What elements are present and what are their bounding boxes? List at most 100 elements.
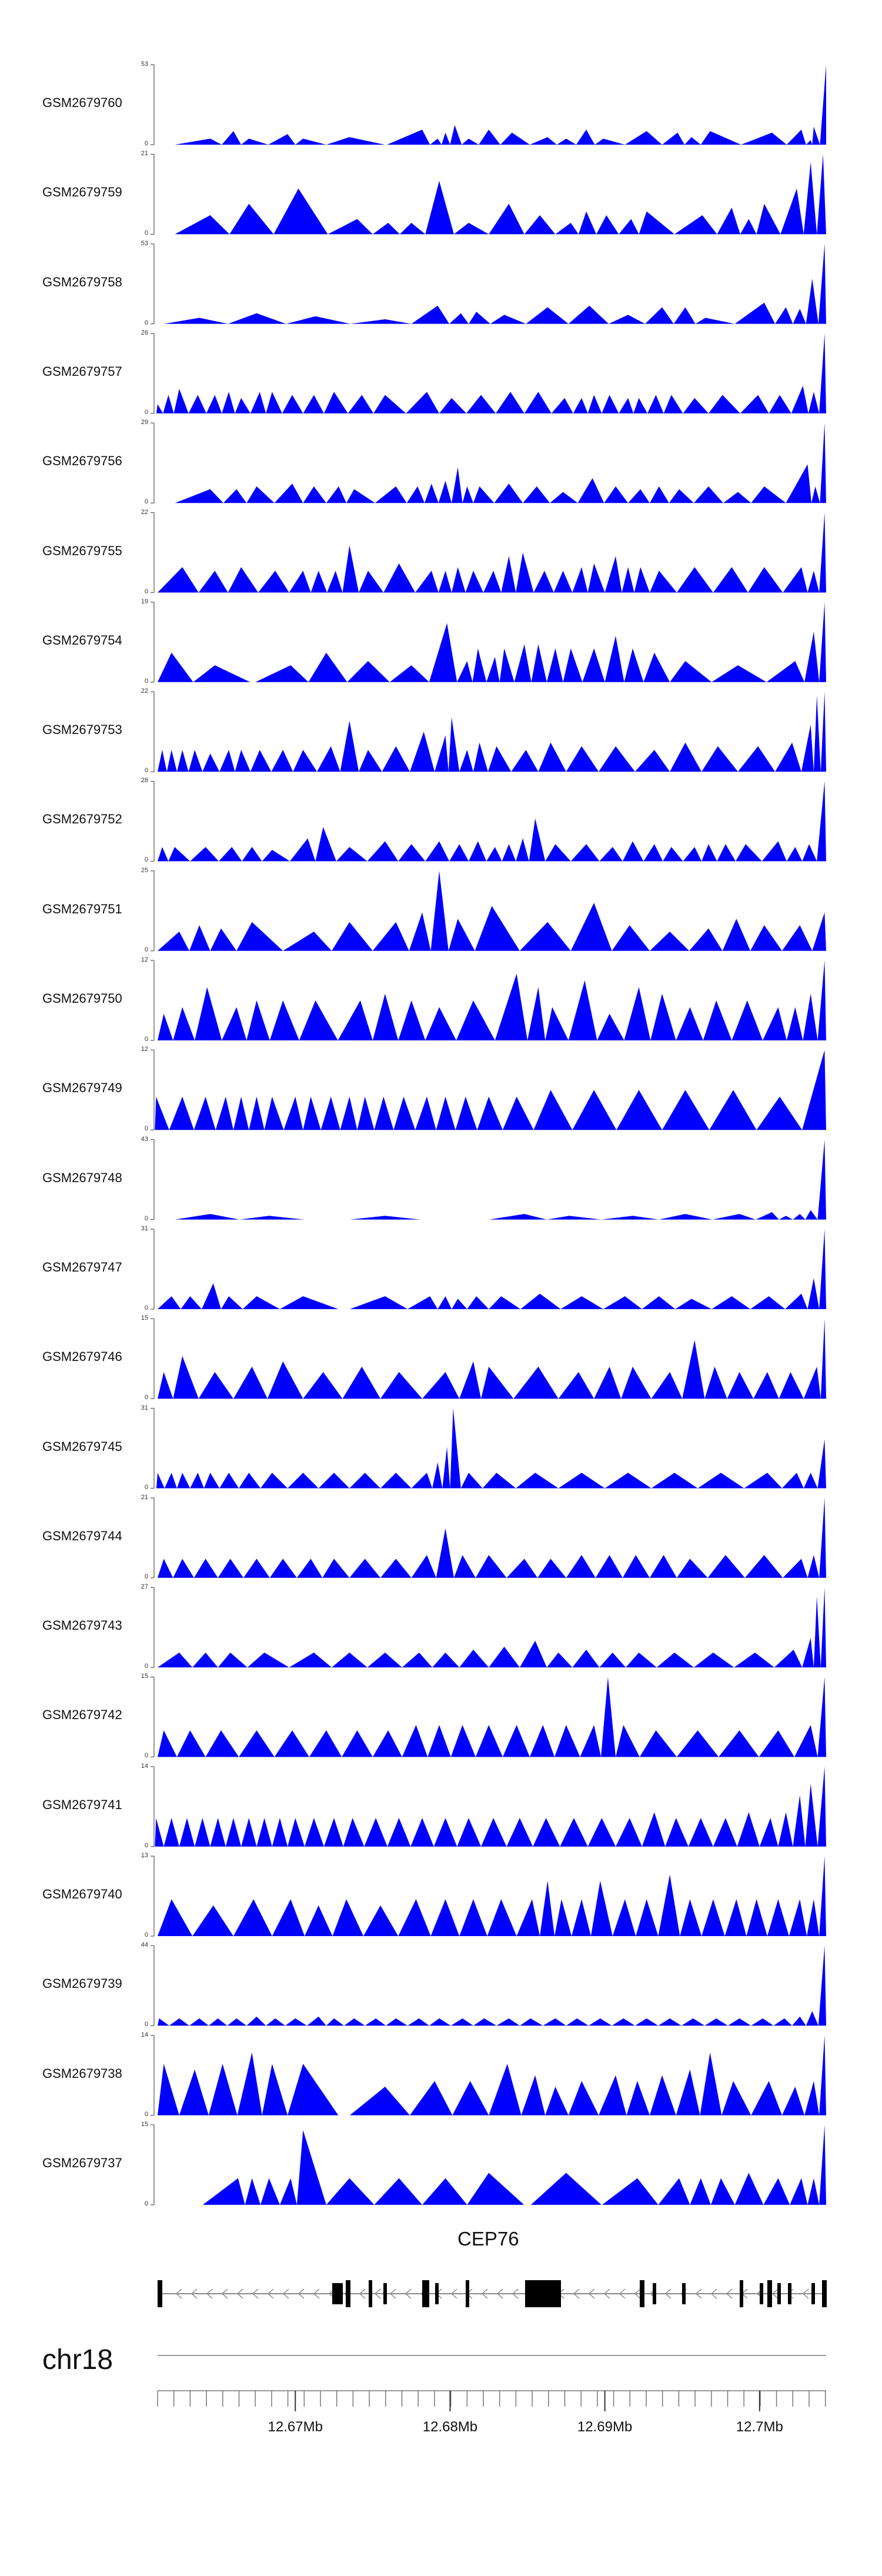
coverage-peak [727,2018,751,2026]
track-label: GSM2679754 [42,632,122,648]
y-zero-label: 0 [144,1125,148,1133]
y-zero-label: 0 [144,1394,148,1402]
track-label: GSM2679742 [42,1707,122,1723]
coverage-peak [425,181,455,235]
coverage-peak [340,1096,358,1130]
coverage-peak [173,389,189,413]
coverage-peak [398,1000,426,1040]
coverage-peak [712,1214,756,1220]
coverage-peak [709,1090,757,1130]
coverage-peak [158,652,193,682]
coverage-peak [807,570,820,593]
coverage-peak [175,1214,240,1220]
track-label: GSM2679753 [42,722,122,738]
y-max-label: 53 [141,239,148,247]
y-max-label: 19 [141,598,148,605]
coverage-peak [386,2018,408,2026]
y-max-label: 44 [141,1941,148,1949]
coverage-peak [323,392,348,413]
coverage-peak [560,1818,588,1847]
coverage-peak [502,844,516,862]
y-zero-label: 0 [144,677,148,685]
y-zero-label: 0 [144,229,148,237]
coverage-peak [526,307,569,324]
coverage-peak [459,1361,482,1399]
coverage-peak [759,1730,795,1757]
coverage-peak [634,750,670,772]
coverage-peak [326,2018,345,2026]
coverage-peak [293,750,318,772]
coverage-peak [158,2064,179,2115]
coverage-peak [572,1090,617,1130]
coverage-peak [372,993,399,1040]
coverage-peak [241,1818,257,1847]
y-zero-label: 0 [144,946,148,953]
exon [740,2280,743,2307]
coverage-peak [289,570,311,593]
coverage-peak [393,1096,416,1130]
coverage-peak [793,1214,806,1220]
track-label: GSM2679757 [42,363,122,379]
coverage-peak [387,1818,411,1847]
coverage-peak [158,1559,173,1578]
coverage-peak [744,1554,783,1578]
coverage-peak [455,1096,477,1130]
coverage-peak [521,2075,546,2115]
coverage-peak [462,138,479,145]
coverage-peak [801,724,814,772]
y-max-label: 14 [141,2031,148,2038]
coverage-peak [759,1818,779,1847]
coverage-peak [643,652,670,682]
coverage-peak [387,129,430,145]
coverage-peak [808,392,820,413]
strand-arrow [221,2288,228,2299]
coverage-peak [753,1372,779,1399]
coverage-peak [342,1730,373,1757]
coverage-peak [320,1096,340,1130]
coverage-peak [256,1818,272,1847]
y-max-label: 15 [141,2120,148,2128]
coverage-peak [621,1366,652,1399]
coverage-peak [819,2124,826,2205]
coverage-peak [179,2069,209,2115]
coverage-peak [658,2178,690,2205]
coverage-peak [349,1559,380,1578]
coverage-peak [803,1473,818,1489]
coverage-peak [516,1899,540,1936]
coverage-peak [781,925,813,951]
y-max-label: 27 [141,1583,148,1591]
coverage-peak [697,1473,744,1489]
coverage-peak [677,1559,708,1578]
coverage-peak [425,841,450,862]
coverage-peak [158,1296,181,1309]
strand-arrow [191,2288,198,2299]
coverage-peak [156,404,163,413]
y-zero-label: 0 [144,2110,148,2118]
coverage-peak [582,648,605,682]
coverage-peak [467,1296,489,1309]
coverage-peak [628,489,650,503]
coverage-peak [158,1013,173,1040]
coverage-peak [633,398,648,413]
y-max-label: 43 [141,1135,148,1143]
coverage-peak [410,732,435,772]
coverage-peak [158,1730,177,1757]
coverage-peak [305,1818,324,1847]
coverage-peak [272,1818,288,1847]
coverage-peak [303,486,326,503]
coverage-peak [713,1818,737,1847]
coverage-peak [494,483,523,503]
coverage-peak [723,492,751,503]
coverage-peak [516,552,534,593]
track-label: GSM2679746 [42,1349,122,1364]
coverage-peak [688,1818,713,1847]
coverage-peak [651,1372,683,1399]
coverage-peak [347,661,390,682]
coverage-peak [193,665,250,682]
coverage-peak [553,570,573,593]
coverage-peak [656,1652,694,1668]
coverage-peak [296,1559,323,1578]
coverage-peak [554,1899,572,1936]
coverage-peak [805,1783,818,1847]
coverage-peak [803,1366,821,1399]
